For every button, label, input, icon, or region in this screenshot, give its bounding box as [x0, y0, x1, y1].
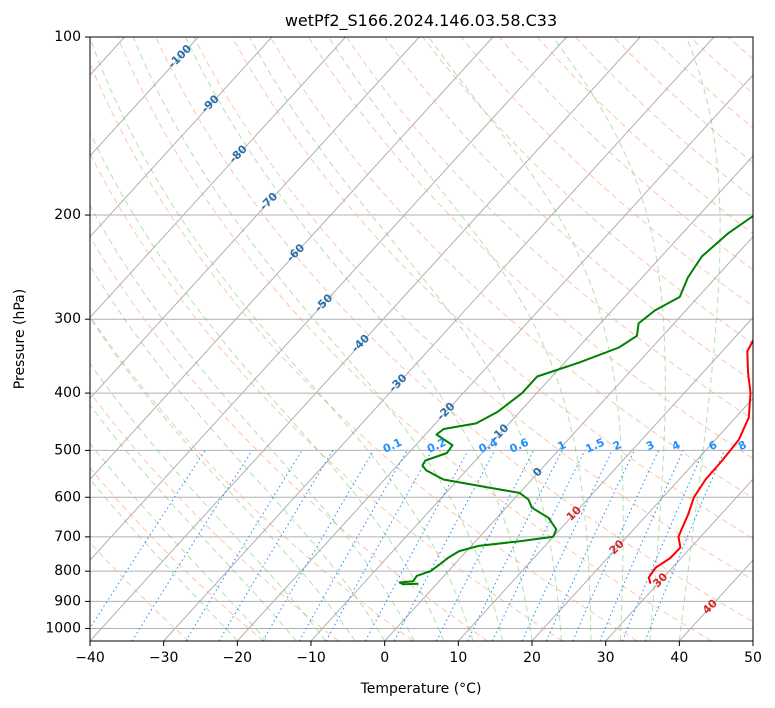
- y-tick-label: 300: [54, 311, 81, 327]
- dry-adiabat: [231, 37, 753, 540]
- x-tick-label: 50: [744, 650, 762, 666]
- mixing-ratio-line: [491, 450, 586, 641]
- moist-adiabat: [428, 37, 624, 641]
- isotherm-line: [90, 37, 346, 319]
- moist-adiabat: [90, 362, 327, 641]
- y-tick-label: 400: [54, 385, 81, 401]
- y-tick-label: 600: [54, 489, 81, 505]
- x-axis-label: Temperature (°C): [360, 681, 482, 697]
- isotherm-line: [457, 316, 753, 641]
- mixing-ratio-line: [521, 450, 613, 641]
- moist-adiabat: [90, 131, 445, 641]
- mixing-ratio-line: [467, 450, 563, 641]
- mixing-ratio-line: [364, 450, 469, 641]
- moist-adiabat: [90, 316, 356, 641]
- y-tick-label: 200: [54, 207, 81, 223]
- isotherm-line: [90, 37, 199, 157]
- temperature-trace: [647, 338, 753, 584]
- y-axis-label: Pressure (hPa): [12, 289, 28, 389]
- x-tick-label: −40: [75, 650, 105, 666]
- dry-adiabat: [155, 37, 753, 623]
- moist-adiabat: [90, 404, 297, 641]
- moist-adiabat: [328, 37, 592, 641]
- chart-title: wetPf2_S166.2024.146.03.58.C33: [285, 11, 557, 31]
- dry-adiabat: [193, 37, 753, 581]
- dry-adiabat: [307, 37, 753, 460]
- x-tick-label: 10: [449, 650, 467, 666]
- mixing-ratio-line: [218, 450, 334, 641]
- x-tick-label: 20: [523, 650, 541, 666]
- isotherm-line: [90, 37, 641, 641]
- dry-adiabat: [90, 541, 190, 641]
- plot-frame: [89, 36, 754, 642]
- x-tick-label: −10: [296, 650, 326, 666]
- y-tick-label: 500: [54, 442, 81, 458]
- moist-adiabat: [132, 37, 503, 641]
- isotherm-line: [384, 235, 753, 641]
- axes: −40 −30 −20 −10 0 10 20 30 40 50 100 200 300 400 500 60…: [45, 29, 762, 666]
- isotherm-line: [531, 397, 753, 641]
- moist-adiabat: [90, 37, 474, 641]
- mixing-ratio-line: [90, 450, 206, 630]
- mixing-ratio-line: [185, 450, 303, 641]
- y-tick-label: 700: [54, 529, 81, 545]
- x-tick-label: −20: [223, 650, 253, 666]
- dry-adiabat: [269, 37, 753, 499]
- mixing-ratio-line: [545, 450, 635, 641]
- plot-area: -100-90-80-70-60-50-40-30-20-10010203040…: [90, 37, 753, 641]
- isotherm-line: [90, 37, 567, 561]
- moist-adiabat: [678, 37, 721, 641]
- isotherm-line: [90, 37, 494, 481]
- isotherm-line: [236, 74, 753, 641]
- dry-adiabat: [90, 467, 264, 641]
- x-tick-label: 40: [670, 650, 688, 666]
- isotherm-line: [90, 37, 420, 400]
- dry-adiabat: [346, 37, 753, 421]
- dry-adiabat: [90, 152, 563, 641]
- isotherm-line: [605, 478, 753, 641]
- isotherm-line: [163, 37, 715, 641]
- moist-adiabat: [552, 37, 666, 641]
- moist-adiabat: [90, 265, 386, 641]
- isotherm-line: [90, 37, 273, 238]
- y-tick-label: 900: [54, 593, 81, 609]
- mixing-ratio-line: [131, 450, 253, 641]
- dry-adiabat: [90, 62, 638, 641]
- x-tick-label: 30: [597, 650, 615, 666]
- y-tick-label: 800: [54, 563, 81, 579]
- y-tick-label: 1000: [45, 620, 81, 636]
- moist-adiabat: [249, 37, 562, 641]
- moist-adiabat: [185, 37, 533, 641]
- y-tick-label: 100: [54, 29, 81, 45]
- dry-adiabat: [90, 235, 488, 641]
- moist-adiabat: [90, 204, 415, 641]
- x-tick-label: 0: [380, 650, 389, 666]
- x-tick-label: −30: [149, 650, 179, 666]
- dewpoint-trace: [398, 214, 753, 586]
- dry-adiabat: [117, 37, 712, 641]
